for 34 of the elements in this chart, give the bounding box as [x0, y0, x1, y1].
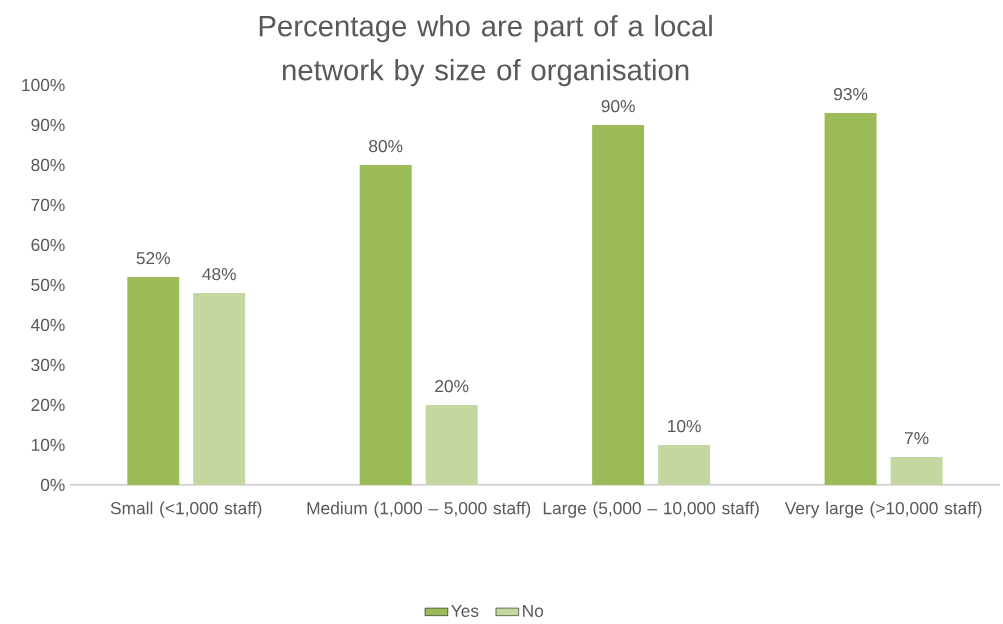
x-tick-label: Large (5,000 – 10,000 staff) — [543, 501, 759, 518]
data-label: 7% — [904, 432, 929, 445]
data-label: 80% — [369, 139, 403, 153]
y-tick-label: 90% — [31, 118, 65, 132]
bar — [425, 404, 478, 485]
bar — [592, 124, 645, 485]
bar — [193, 292, 246, 485]
x-tick-label: Small (<1,000 staff) — [110, 501, 262, 518]
data-label: 52% — [136, 251, 170, 265]
x-tick-label: Very large (>10,000 staff) — [784, 501, 982, 518]
bar — [359, 164, 412, 485]
y-tick-label: 10% — [31, 438, 65, 451]
y-tick-label: 100% — [22, 78, 65, 92]
y-tick-label: 40% — [30, 318, 65, 331]
data-label: 10% — [668, 419, 701, 433]
legend-label: No — [523, 604, 544, 617]
bar — [824, 112, 877, 485]
chart-title: Percentage who are part of a local network by size of organisation — [259, 14, 712, 87]
data-label: 48% — [202, 267, 236, 281]
y-tick-label: 20% — [31, 398, 65, 411]
y-tick-label: 50% — [31, 278, 65, 291]
legend-label: Yes — [451, 604, 479, 617]
bar — [658, 444, 711, 485]
y-tick-label: 0% — [40, 478, 65, 491]
x-tick-label: Medium (1,000 – 5,000 staff) — [307, 501, 531, 518]
data-label: 20% — [435, 379, 469, 393]
data-label: 93% — [834, 87, 868, 101]
y-tick-label: 30% — [31, 358, 65, 371]
bar — [890, 456, 943, 485]
y-tick-label: 60% — [31, 238, 65, 251]
y-tick-label: 80% — [31, 158, 65, 172]
y-tick-label: 70% — [31, 198, 65, 212]
bar — [127, 276, 180, 485]
data-label: 90% — [601, 99, 635, 113]
